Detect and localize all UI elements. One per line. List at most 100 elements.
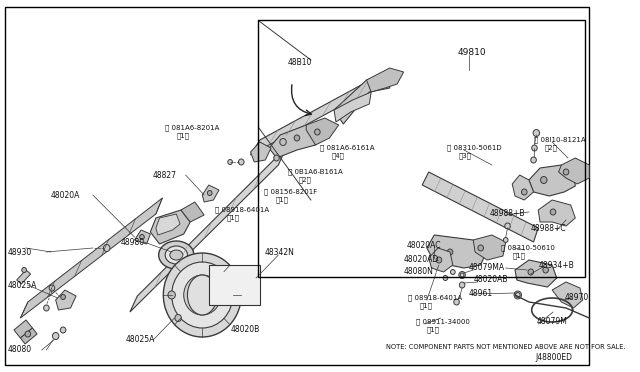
Text: 48988+C: 48988+C — [531, 224, 566, 232]
Circle shape — [478, 245, 483, 251]
Ellipse shape — [170, 250, 183, 260]
Circle shape — [531, 157, 536, 163]
Ellipse shape — [165, 246, 188, 264]
Polygon shape — [367, 68, 404, 92]
Text: Ⓢ 08310-50610: Ⓢ 08310-50610 — [501, 245, 555, 251]
Text: Ⓑ 0B1A6-B161A: Ⓑ 0B1A6-B161A — [287, 169, 342, 175]
Text: 48961: 48961 — [468, 289, 493, 298]
Circle shape — [140, 234, 144, 240]
Text: 48079MA: 48079MA — [468, 263, 505, 273]
Text: NOTE: COMPONENT PARTS NOT MENTIONED ABOVE ARE NOT FOR SALE.: NOTE: COMPONENT PARTS NOT MENTIONED ABOV… — [386, 344, 625, 350]
Polygon shape — [156, 214, 180, 235]
Text: （1）: （1） — [419, 303, 433, 309]
Circle shape — [163, 253, 241, 337]
Circle shape — [550, 209, 556, 215]
Text: 48020A: 48020A — [51, 190, 81, 199]
Polygon shape — [422, 172, 538, 242]
Text: 48970: 48970 — [564, 294, 588, 302]
Circle shape — [443, 276, 448, 280]
Polygon shape — [515, 260, 557, 287]
Polygon shape — [17, 270, 31, 284]
Polygon shape — [552, 282, 583, 308]
Polygon shape — [134, 230, 150, 244]
Text: Ⓑ 08I10-8121A: Ⓑ 08I10-8121A — [534, 137, 585, 143]
Circle shape — [541, 176, 547, 183]
Circle shape — [104, 244, 110, 251]
Bar — [259, 20, 585, 277]
Circle shape — [460, 282, 465, 288]
Circle shape — [515, 292, 520, 298]
Polygon shape — [512, 175, 534, 200]
Polygon shape — [130, 148, 286, 312]
Text: 48988+B: 48988+B — [490, 208, 525, 218]
Polygon shape — [202, 185, 219, 202]
Circle shape — [60, 327, 66, 333]
Circle shape — [294, 135, 300, 141]
Text: （1）: （1） — [176, 133, 189, 139]
Text: 48079M: 48079M — [536, 317, 567, 327]
Text: 49810: 49810 — [458, 48, 486, 57]
Text: Ⓝ 08911-34000: Ⓝ 08911-34000 — [416, 319, 470, 325]
Circle shape — [459, 272, 465, 279]
Circle shape — [532, 145, 537, 151]
Text: 48B10: 48B10 — [287, 58, 312, 67]
Text: 48980: 48980 — [120, 237, 145, 247]
Circle shape — [168, 291, 175, 299]
Circle shape — [522, 189, 527, 195]
Polygon shape — [250, 72, 385, 155]
Polygon shape — [250, 142, 271, 162]
Bar — [209, 265, 260, 305]
Circle shape — [207, 190, 212, 196]
Polygon shape — [334, 76, 390, 124]
Text: Ⓢ 08310-5061D: Ⓢ 08310-5061D — [447, 145, 502, 151]
Circle shape — [184, 275, 221, 315]
Circle shape — [172, 262, 233, 328]
Circle shape — [22, 267, 26, 273]
Text: Ⓑ 08156-8201F: Ⓑ 08156-8201F — [264, 189, 317, 195]
Text: 48934+B: 48934+B — [538, 260, 574, 269]
Circle shape — [61, 295, 65, 299]
Polygon shape — [181, 202, 204, 222]
Text: 48025A: 48025A — [125, 336, 155, 344]
Ellipse shape — [188, 275, 217, 315]
Text: （1）: （1） — [427, 327, 440, 333]
Text: 48020B: 48020B — [230, 326, 259, 334]
Polygon shape — [429, 248, 453, 272]
Text: 48930: 48930 — [8, 247, 31, 257]
Text: 48020AD: 48020AD — [404, 256, 439, 264]
Polygon shape — [20, 328, 37, 344]
Text: Ⓝ 08918-6401A: Ⓝ 08918-6401A — [215, 207, 269, 213]
Circle shape — [563, 169, 569, 175]
Circle shape — [514, 291, 522, 299]
Ellipse shape — [159, 241, 194, 269]
Text: 48342N: 48342N — [264, 247, 294, 257]
Text: （1）: （1） — [512, 253, 525, 259]
Text: （1）: （1） — [227, 215, 239, 221]
Circle shape — [315, 129, 320, 135]
Circle shape — [25, 331, 31, 337]
Circle shape — [175, 314, 181, 321]
Text: （3）: （3） — [458, 153, 472, 159]
Text: 48020AC: 48020AC — [406, 241, 441, 250]
Polygon shape — [306, 118, 339, 145]
Polygon shape — [529, 165, 575, 196]
Circle shape — [528, 269, 534, 275]
Circle shape — [505, 223, 510, 229]
Circle shape — [274, 155, 279, 161]
Circle shape — [436, 257, 442, 263]
Circle shape — [533, 129, 540, 137]
Circle shape — [228, 160, 232, 164]
Polygon shape — [473, 235, 506, 260]
Circle shape — [44, 305, 49, 311]
Circle shape — [454, 299, 460, 305]
Circle shape — [543, 267, 548, 273]
Polygon shape — [269, 125, 320, 158]
Circle shape — [447, 249, 453, 255]
Polygon shape — [20, 198, 163, 318]
Circle shape — [460, 273, 464, 277]
Text: Ⓡ 08918-6401A: Ⓡ 08918-6401A — [408, 295, 463, 301]
Polygon shape — [14, 320, 33, 338]
Circle shape — [280, 138, 286, 145]
Circle shape — [239, 159, 244, 165]
Text: 48020AB: 48020AB — [473, 276, 508, 285]
